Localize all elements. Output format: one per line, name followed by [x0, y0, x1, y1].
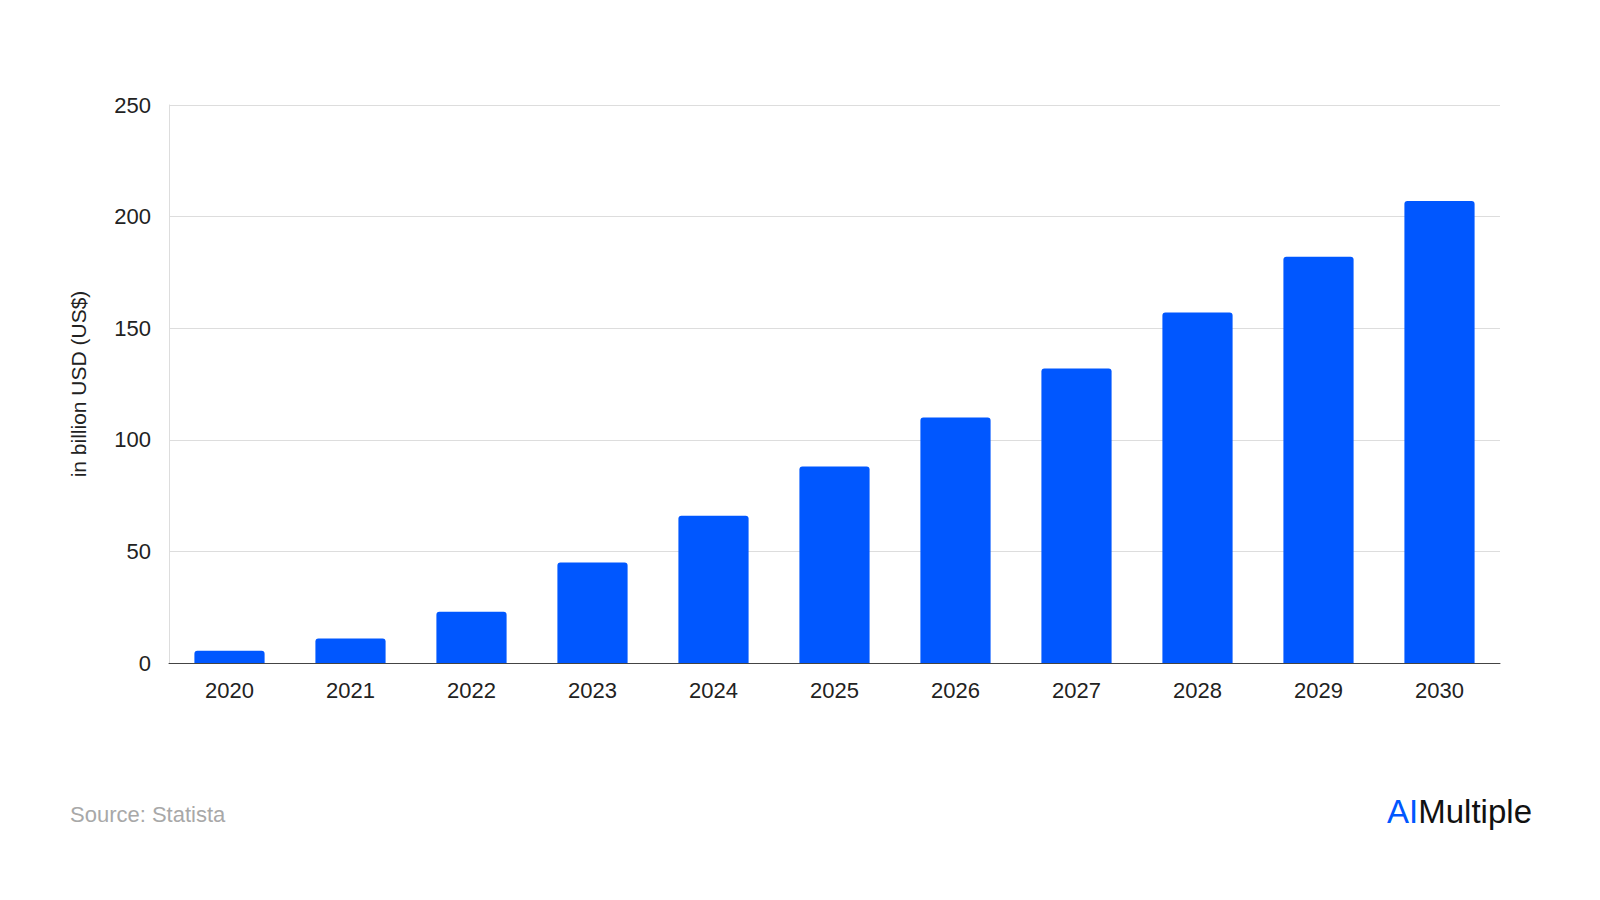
svg-text:2028: 2028 [1173, 678, 1222, 703]
svg-text:2026: 2026 [931, 678, 980, 703]
svg-text:in billion USD (US$): in billion USD (US$) [67, 291, 90, 478]
svg-text:2023: 2023 [568, 678, 617, 703]
svg-text:AI: AI [1387, 793, 1418, 830]
svg-text:2027: 2027 [1052, 678, 1101, 703]
svg-text:2024: 2024 [689, 678, 738, 703]
svg-text:200: 200 [114, 204, 151, 229]
svg-text:2029: 2029 [1294, 678, 1343, 703]
svg-text:150: 150 [114, 316, 151, 341]
svg-text:250: 250 [114, 93, 151, 118]
svg-text:Source: Statista: Source: Statista [70, 802, 226, 827]
svg-text:2021: 2021 [326, 678, 375, 703]
svg-text:2022: 2022 [447, 678, 496, 703]
svg-text:0: 0 [139, 651, 151, 676]
svg-text:100: 100 [114, 427, 151, 452]
svg-text:Multiple: Multiple [1418, 793, 1532, 830]
svg-text:50: 50 [127, 539, 151, 564]
svg-text:2020: 2020 [205, 678, 254, 703]
svg-text:2030: 2030 [1415, 678, 1464, 703]
svg-text:2025: 2025 [810, 678, 859, 703]
